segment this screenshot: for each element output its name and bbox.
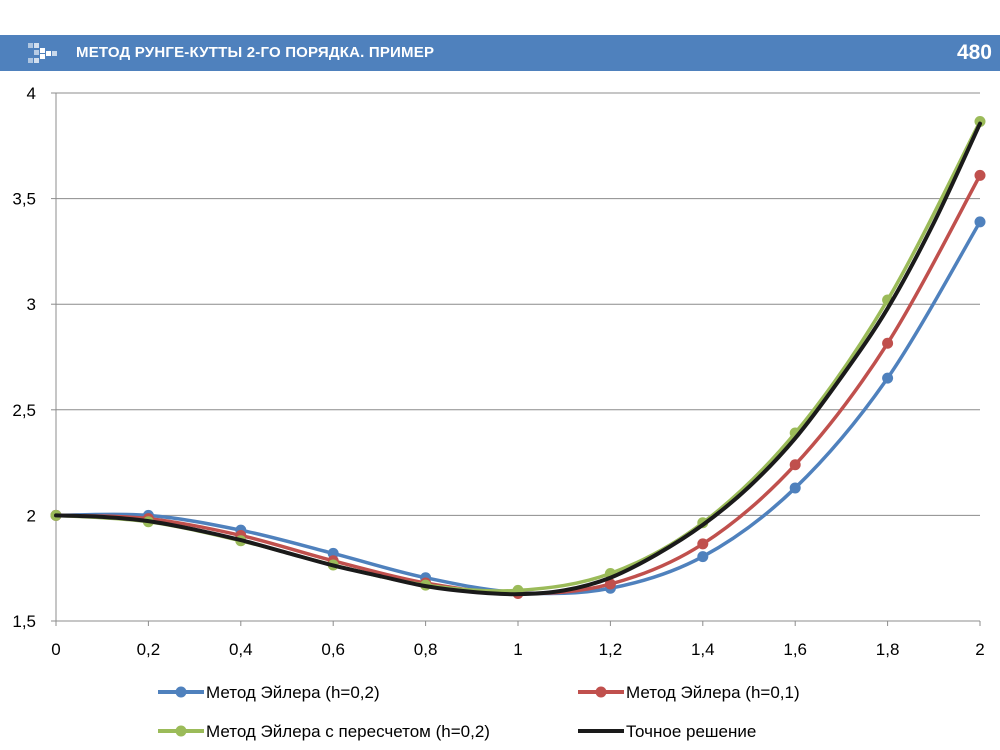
data-point — [882, 372, 894, 384]
data-point — [604, 578, 616, 590]
data-point — [789, 459, 801, 471]
legend-label: Точное решение — [626, 722, 756, 741]
chart-axes: 1,5 2 2,5 3 3,5 4 0 0,2 0,4 0,6 0,8 1 1,2 1,4 1,6 1,8 2 — [12, 84, 984, 659]
x-tick-label: 0 — [51, 640, 60, 659]
y-tick-label: 4 — [27, 84, 36, 103]
legend-item-euler-h01: Метод Эйлера (h=0,1) — [578, 683, 800, 702]
data-point — [697, 538, 709, 550]
legend-swatch-marker — [175, 686, 187, 698]
legend-label: Метод Эйлера (h=0,1) — [626, 683, 800, 702]
arrows-logo-icon — [28, 43, 57, 63]
legend-item-exact-solution: Точное решение — [578, 722, 756, 741]
data-point — [697, 551, 709, 563]
legend-swatch-marker — [175, 725, 187, 737]
series-group — [50, 116, 986, 600]
legend-item-euler-corrected-h02: Метод Эйлера с пересчетом (h=0,2) — [158, 722, 490, 741]
data-point — [789, 482, 801, 494]
x-tick-label: 1 — [513, 640, 522, 659]
series-line — [54, 121, 982, 597]
chart-legend: Метод Эйлера (h=0,2) Метод Эйлера (h=0,1)… — [158, 683, 800, 741]
data-point — [974, 216, 986, 228]
data-point — [974, 169, 986, 181]
y-tick-label: 3 — [27, 295, 36, 314]
series-exact-solution — [54, 121, 982, 597]
legend-swatch-marker — [595, 686, 607, 698]
x-tick-label: 0,8 — [414, 640, 438, 659]
x-tick-label: 2 — [975, 640, 984, 659]
legend-label: Метод Эйлера (h=0,2) — [206, 683, 380, 702]
x-tick-label: 1,4 — [691, 640, 715, 659]
x-tick-label: 1,8 — [876, 640, 900, 659]
title-bar: МЕТОД РУНГЕ-КУТТЫ 2-ГО ПОРЯДКА. ПРИМЕР 4… — [0, 35, 1000, 71]
legend-item-euler-h02: Метод Эйлера (h=0,2) — [158, 683, 380, 702]
slide-title: МЕТОД РУНГЕ-КУТТЫ 2-ГО ПОРЯДКА. ПРИМЕР — [76, 44, 435, 61]
y-tick-label: 2,5 — [12, 401, 36, 420]
series-euler-h01 — [50, 169, 986, 600]
x-tick-label: 0,6 — [321, 640, 345, 659]
y-tick-label: 1,5 — [12, 612, 36, 631]
slide-number: 480 — [956, 41, 992, 64]
x-tick-label: 1,6 — [783, 640, 807, 659]
x-tick-label: 1,2 — [599, 640, 623, 659]
x-tick-label: 0,4 — [229, 640, 253, 659]
grid-lines — [56, 92, 980, 516]
legend-label: Метод Эйлера с пересчетом (h=0,2) — [206, 722, 490, 741]
x-tick-label: 0,2 — [137, 640, 161, 659]
y-tick-label: 3,5 — [12, 190, 36, 209]
y-tick-label: 2 — [27, 506, 36, 525]
data-point — [974, 116, 986, 128]
data-point — [882, 337, 894, 349]
